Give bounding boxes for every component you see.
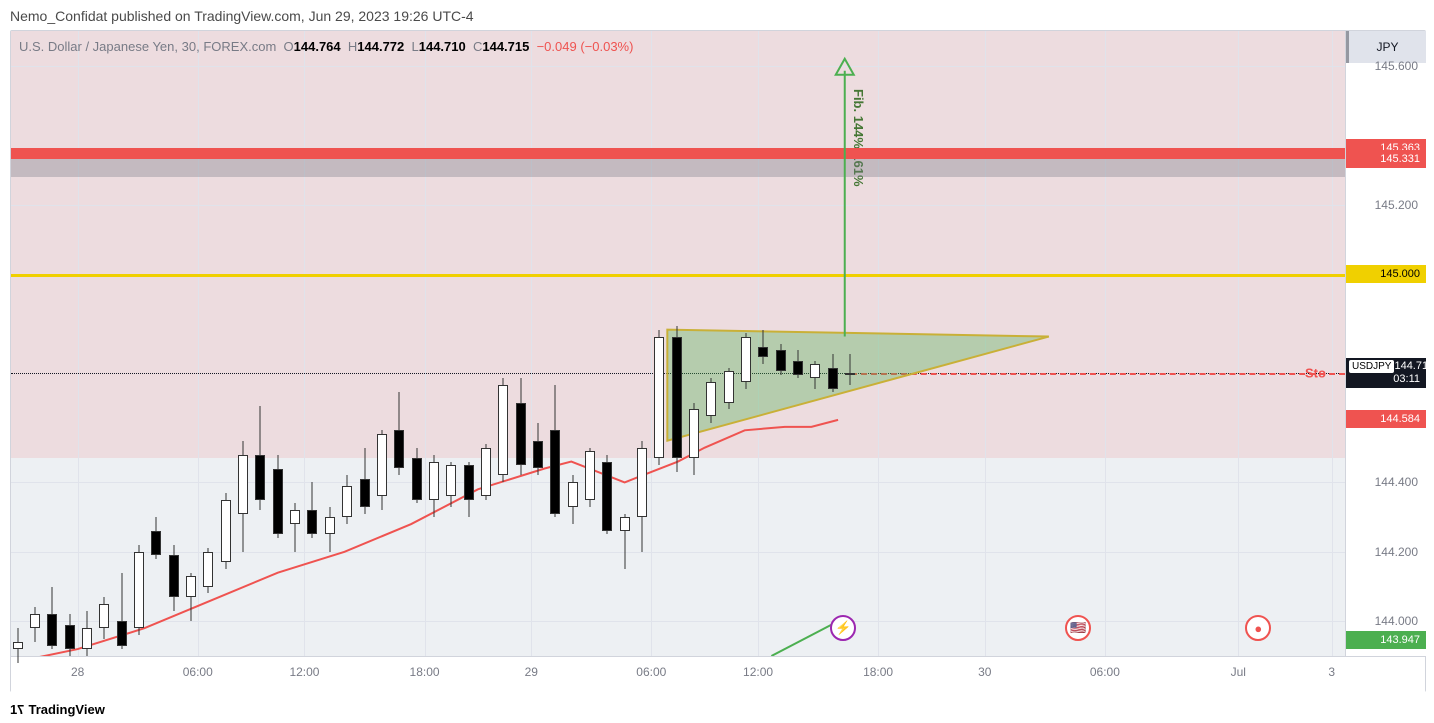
plot-area[interactable]: U.S. Dollar / Japanese Yen, 30, FOREX.co… <box>11 31 1345 656</box>
price-label: 144.000 <box>1375 614 1418 628</box>
price-tag: 145.331 <box>1346 150 1426 168</box>
time-label: Jul <box>1231 665 1246 679</box>
publish-header: Nemo_Confidat published on TradingView.c… <box>10 8 474 24</box>
time-label: 12:00 <box>289 665 319 679</box>
event-icon[interactable]: ⚡ <box>830 615 856 641</box>
watermark: 17TradingView <box>10 702 105 717</box>
time-label: 12:00 <box>743 665 773 679</box>
current-price-tag: USDJPY144.71503:11 <box>1346 358 1426 388</box>
price-tag: 143.947 <box>1346 631 1426 649</box>
price-axis[interactable]: JPY 144.000144.200144.400145.000145.2001… <box>1345 31 1426 656</box>
time-label: 18:00 <box>410 665 440 679</box>
legend: U.S. Dollar / Japanese Yen, 30, FOREX.co… <box>19 39 633 54</box>
time-label: 29 <box>525 665 538 679</box>
event-icon[interactable]: ● <box>1245 615 1271 641</box>
time-label: 06:00 <box>1090 665 1120 679</box>
price-label: 144.200 <box>1375 545 1418 559</box>
price-label: 145.600 <box>1375 59 1418 73</box>
price-tag: 144.584 <box>1346 410 1426 428</box>
time-label: 06:00 <box>183 665 213 679</box>
time-label: 06:00 <box>636 665 666 679</box>
chart-container: U.S. Dollar / Japanese Yen, 30, FOREX.co… <box>10 30 1426 692</box>
time-label: 3 <box>1328 665 1335 679</box>
time-label: 28 <box>71 665 84 679</box>
time-axis[interactable]: 28 06:00 12:00 18:00 29 06:00 12:00 18:00 30 06:0… <box>11 656 1425 692</box>
event-icon[interactable]: 🇺🇸 <box>1065 615 1091 641</box>
price-tag: 145.000 <box>1346 265 1426 283</box>
time-label: 30 <box>978 665 991 679</box>
price-label: 145.200 <box>1375 198 1418 212</box>
time-label: 18:00 <box>863 665 893 679</box>
price-label: 144.400 <box>1375 475 1418 489</box>
